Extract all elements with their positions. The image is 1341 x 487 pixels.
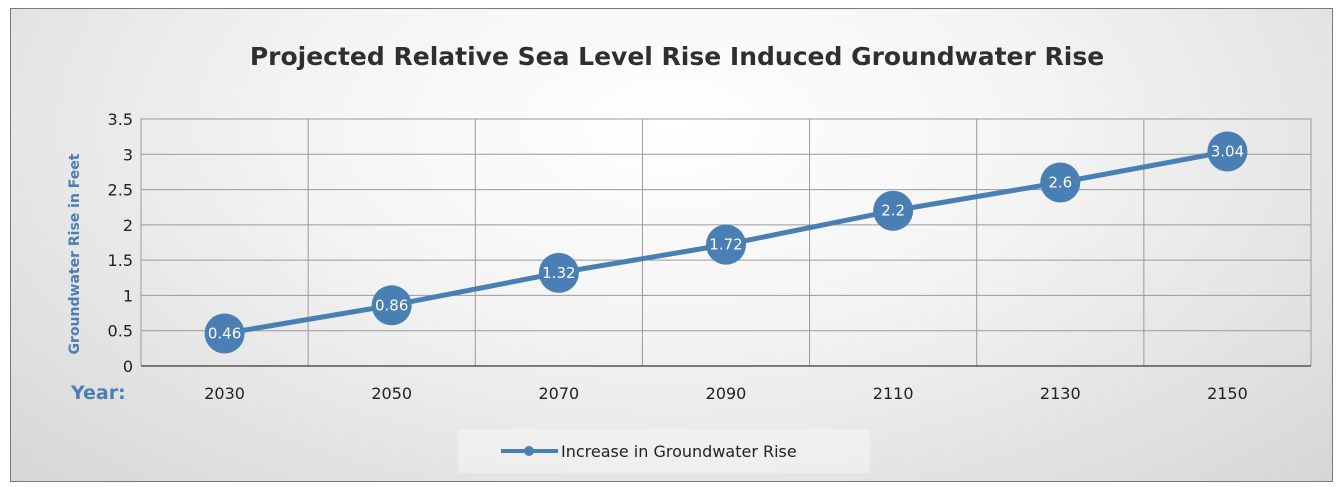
data-point-marker — [371, 285, 412, 326]
x-axis-prefix: Year: — [70, 382, 126, 404]
legend-dot-marker — [524, 446, 534, 456]
chart-frame: Projected Relative Sea Level Rise Induce… — [10, 8, 1333, 482]
y-tick-label: 2 — [123, 216, 133, 235]
y-tick-label: 0.5 — [108, 322, 133, 341]
data-point-marker — [1207, 131, 1248, 172]
y-tick-labels: 0 0.5 1 1.5 2 2.5 3 3.5 — [108, 110, 133, 376]
y-tick-label: 2.5 — [108, 181, 133, 200]
gridlines — [140, 118, 1312, 366]
chart-title: Projected Relative Sea Level Rise Induce… — [250, 42, 1104, 71]
x-tick-label: 2110 — [873, 384, 914, 403]
y-tick-label: 0 — [123, 357, 133, 376]
y-tick-label: 3 — [123, 145, 133, 164]
data-label: 2.6 — [1048, 174, 1072, 192]
x-tick-label: 2030 — [204, 384, 245, 403]
data-point-marker — [873, 190, 914, 231]
x-tick-label: 2130 — [1040, 384, 1081, 403]
x-tick-label: 2150 — [1207, 384, 1248, 403]
x-tick-label: 2050 — [371, 384, 412, 403]
y-tick-label: 1.5 — [108, 251, 133, 270]
data-label: 1.72 — [709, 236, 742, 254]
legend-entry-label: Increase in Groundwater Rise — [561, 442, 797, 461]
data-label: 0.46 — [208, 325, 241, 343]
series-group: 0.46 0.86 1.32 1.72 2.2 2.6 3.04 — [204, 131, 1248, 354]
x-tick-label: 2090 — [706, 384, 747, 403]
x-tick-labels: 2030 2050 2070 2090 2110 2130 2150 — [204, 384, 1248, 403]
legend: Increase in Groundwater Rise — [458, 429, 870, 473]
data-point-marker — [204, 313, 245, 354]
data-label: 1.32 — [542, 264, 575, 282]
y-tick-label: 3.5 — [108, 110, 133, 129]
data-label: 3.04 — [1211, 142, 1244, 160]
data-point-marker — [1040, 162, 1081, 203]
line-chart: Projected Relative Sea Level Rise Induce… — [67, 42, 1312, 473]
y-axis-label: Groundwater Rise in Feet — [67, 153, 83, 354]
data-label: 2.2 — [881, 202, 905, 220]
data-point-marker — [538, 252, 579, 293]
data-point-marker — [706, 224, 746, 265]
data-label: 0.86 — [375, 296, 408, 314]
x-tick-label: 2070 — [538, 384, 579, 403]
y-tick-label: 1 — [123, 286, 133, 305]
